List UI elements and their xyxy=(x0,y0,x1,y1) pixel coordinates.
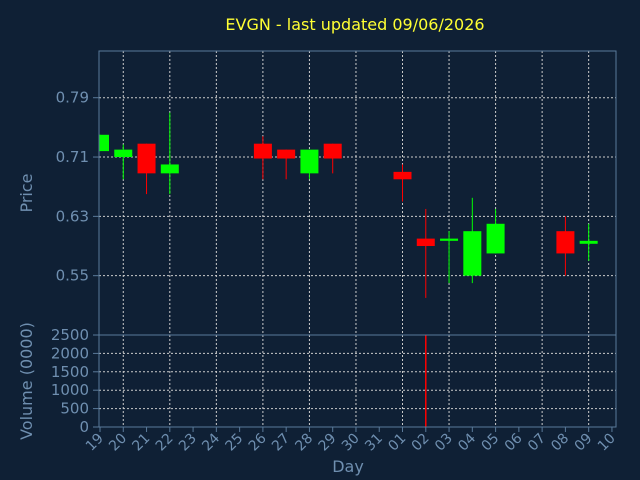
candle-body xyxy=(300,149,319,174)
x-axis-label: Day xyxy=(332,457,364,476)
candle xyxy=(114,144,133,180)
candle-body xyxy=(114,149,133,158)
candle-body xyxy=(393,171,412,180)
volume-tick-label: 0 xyxy=(79,418,89,436)
candle xyxy=(486,208,505,254)
candle-body xyxy=(160,164,179,174)
volume-tick-label: 500 xyxy=(60,400,89,418)
candle-body xyxy=(579,240,598,244)
candle-body xyxy=(416,238,435,247)
volume-axis-label: Volume (0000) xyxy=(17,322,36,440)
candle xyxy=(463,197,482,284)
volume-tick-label: 2000 xyxy=(51,344,89,362)
candle-body xyxy=(99,134,109,152)
candle-body xyxy=(486,223,505,254)
price-tick-label: 0.79 xyxy=(56,89,89,107)
volume-tick-label: 1000 xyxy=(51,381,89,399)
volume-tick-label: 2500 xyxy=(51,326,89,344)
candle-body xyxy=(556,231,575,254)
candle xyxy=(137,143,156,195)
candle xyxy=(556,216,575,276)
candle xyxy=(393,164,412,202)
chart-title: EVGN - last updated 09/06/2026 xyxy=(225,15,484,34)
candle-body xyxy=(253,143,272,159)
candle xyxy=(440,231,459,284)
candle-body xyxy=(137,143,156,174)
price-tick-label: 0.71 xyxy=(56,148,89,166)
candle-body xyxy=(440,238,459,241)
candle-body xyxy=(323,143,342,159)
volume-tick-label: 1500 xyxy=(51,363,89,381)
candle xyxy=(99,134,109,152)
candle xyxy=(416,208,435,298)
candle-body xyxy=(463,231,482,276)
candle-body xyxy=(277,149,296,159)
candle xyxy=(323,143,342,174)
price-axis-label: Price xyxy=(17,173,36,212)
candle xyxy=(579,223,598,261)
candle xyxy=(300,149,319,180)
candle xyxy=(160,112,179,195)
candles xyxy=(99,112,598,298)
price-tick-label: 0.63 xyxy=(56,207,89,225)
candle xyxy=(253,136,272,180)
volume-panel-frame xyxy=(98,334,617,428)
candle xyxy=(277,149,296,180)
price-axis-ticks: 0.79 0.71 0.63 0.55 xyxy=(56,89,99,285)
price-tick-label: 0.55 xyxy=(56,267,89,285)
volume-grid xyxy=(99,335,616,427)
